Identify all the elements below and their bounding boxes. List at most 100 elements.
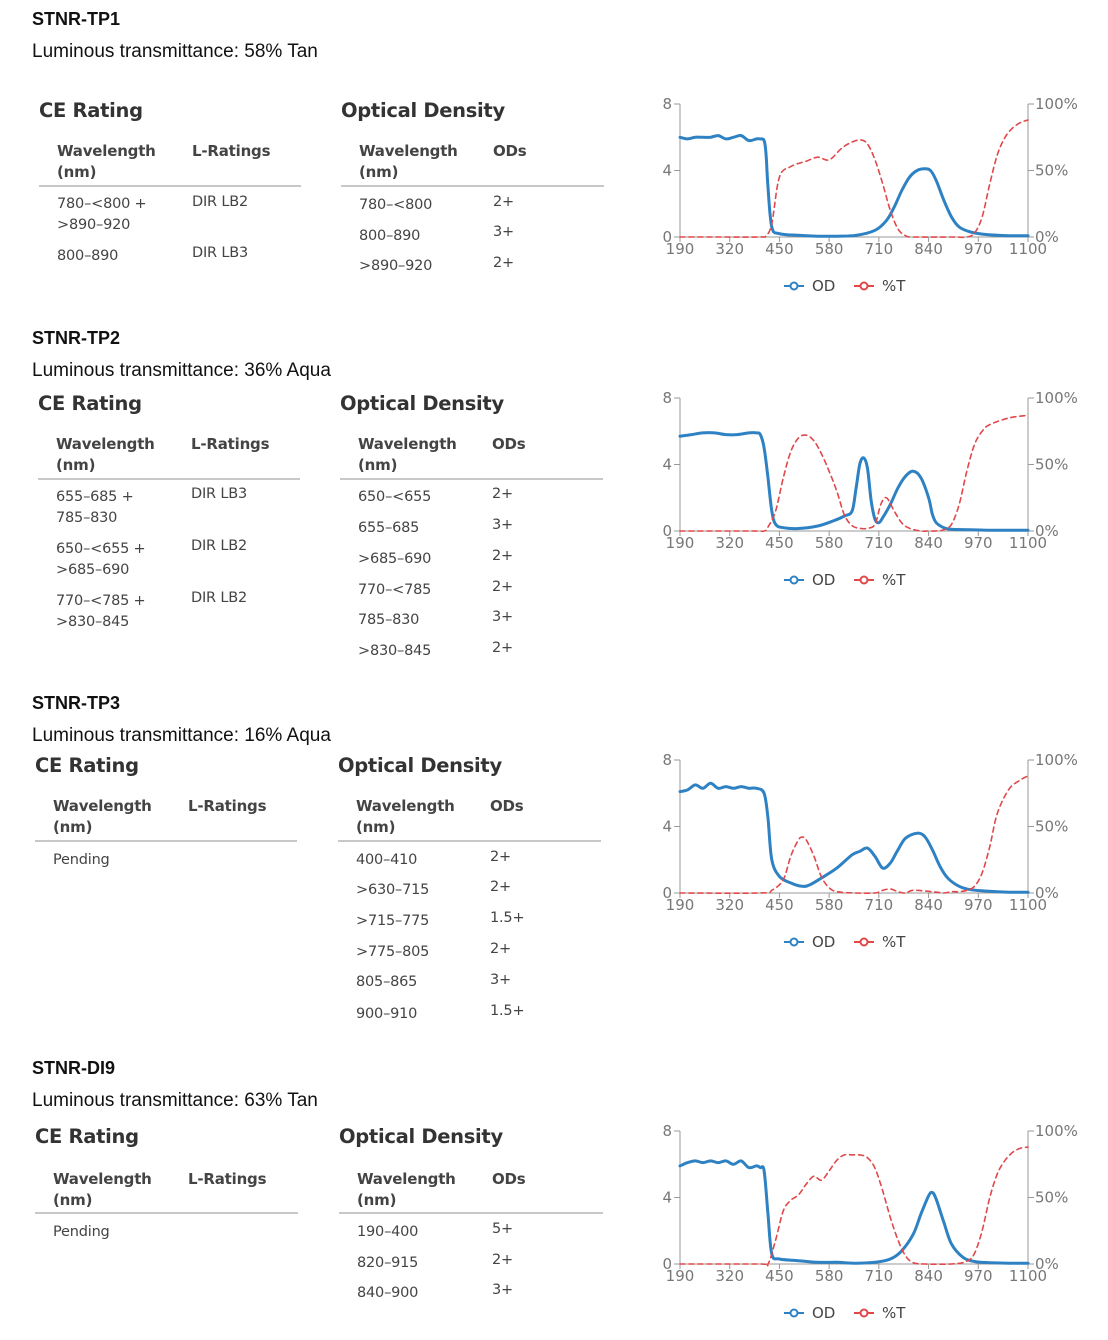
ce-rating-heading: CE Rating: [35, 754, 139, 777]
ce-row-wavelength: Pending: [53, 852, 110, 868]
od-row-value: 3+: [490, 972, 511, 988]
left-tick-label: 0: [662, 884, 672, 902]
x-tick-label: 840: [914, 896, 943, 914]
od-wavelength-column-header: Wavelength (nm): [356, 797, 455, 836]
ce-rating-heading: CE Rating: [39, 99, 143, 122]
od-wavelength-column-header: Wavelength (nm): [359, 142, 458, 181]
od-row-value: 2+: [490, 941, 511, 957]
od-row-wavelength: 780–<800: [359, 197, 433, 213]
x-tick-label: 580: [815, 240, 844, 258]
od-row-value: 5+: [492, 1221, 513, 1237]
legend-item-od: OD: [784, 1304, 835, 1322]
legend-item-od: OD: [784, 277, 835, 295]
legend-marker: [789, 281, 799, 291]
od-row-value: 2+: [490, 879, 511, 895]
od-row-wavelength: 785–830: [358, 612, 420, 628]
x-tick-label: 710: [865, 896, 894, 914]
ce-row-rating: DIR LB3: [192, 245, 248, 261]
x-tick-label: 840: [914, 240, 943, 258]
legend-marker: [859, 281, 869, 291]
od-row-value: 2+: [492, 640, 513, 656]
ce-table-divider: [35, 840, 297, 842]
x-tick-label: 450: [765, 896, 794, 914]
od-row-wavelength: >715–775: [356, 913, 430, 929]
od-row-wavelength: 400–410: [356, 852, 418, 868]
x-tick-label: 580: [815, 534, 844, 552]
spectrum-chart: 0 4 8 0% 50% 100% 190 320 450 580 710 840 970 1100 OD%…: [662, 1122, 1078, 1322]
legend-item-transmittance: %T: [854, 277, 906, 295]
legend-label: OD: [812, 1304, 835, 1322]
product-section-stnr-tp2: STNR-TP2 Luminous transmittance: 36% Aqu…: [32, 328, 1078, 659]
right-tick-label: 100%: [1035, 389, 1078, 407]
left-tick-label: 4: [662, 1189, 672, 1207]
luminous-transmittance: Luminous transmittance: 58% Tan: [32, 41, 318, 62]
od-series-line: [678, 781, 1030, 894]
legend-label: %T: [882, 277, 906, 295]
right-tick-label: 100%: [1035, 1122, 1078, 1140]
od-row-value: 3+: [492, 517, 513, 533]
od-ods-column-header: ODs: [490, 797, 524, 815]
od-row-value: 2+: [492, 1252, 513, 1268]
luminous-transmittance: Luminous transmittance: 16% Aqua: [32, 725, 331, 746]
legend-item-od: OD: [784, 571, 835, 589]
x-tick-label: 1100: [1009, 240, 1047, 258]
right-tick-label: 100%: [1035, 751, 1078, 769]
ce-rating-heading: CE Rating: [38, 392, 142, 415]
legend-label: OD: [812, 571, 835, 589]
od-row-value: 2+: [490, 849, 511, 865]
right-tick-label: 50%: [1035, 818, 1068, 836]
optical-density-heading: Optical Density: [339, 1125, 503, 1148]
od-row-wavelength: >630–715: [356, 882, 430, 898]
od-row-wavelength: 805–865: [356, 974, 418, 990]
od-row-value: 2+: [492, 548, 513, 564]
ce-row-wavelength: 650–<655 + >685–690: [56, 541, 146, 578]
ce-table-divider: [39, 185, 301, 187]
right-tick-label: 0%: [1035, 1255, 1059, 1273]
od-series-line: [678, 431, 1030, 532]
x-tick-label: 580: [815, 896, 844, 914]
legend-marker: [789, 1308, 799, 1318]
od-table-divider: [341, 185, 604, 187]
od-row-value: 1.5+: [490, 1003, 525, 1019]
x-tick-label: 970: [964, 896, 993, 914]
legend-label: OD: [812, 933, 835, 951]
ce-row-wavelength: 770–<785 + >830–845: [56, 593, 146, 630]
x-tick-label: 320: [715, 1267, 744, 1285]
left-tick-label: 0: [662, 228, 672, 246]
left-tick-label: 4: [662, 162, 672, 180]
spectrum-chart: 0 4 8 0% 50% 100% 190 320 450 580 710 840 970 1100 OD%…: [662, 751, 1078, 951]
x-tick-label: 840: [914, 534, 943, 552]
ce-wavelength-column-header: Wavelength (nm): [53, 797, 152, 836]
x-tick-label: 710: [865, 1267, 894, 1285]
transmittance-series-line: [679, 775, 1029, 895]
transmittance-series-line: [679, 1146, 1029, 1267]
ce-row-wavelength: 655–685 + 785–830: [56, 489, 134, 526]
legend-item-transmittance: %T: [854, 571, 906, 589]
x-tick-label: 450: [765, 534, 794, 552]
ce-row-rating: DIR LB3: [191, 486, 247, 502]
x-tick-label: 710: [865, 240, 894, 258]
x-tick-label: 320: [715, 240, 744, 258]
ce-wavelength-column-header: Wavelength (nm): [57, 142, 156, 181]
luminous-transmittance: Luminous transmittance: 63% Tan: [32, 1090, 318, 1111]
legend-label: %T: [882, 1304, 906, 1322]
od-row-value: 1.5+: [490, 910, 525, 926]
product-title: STNR-TP3: [32, 693, 121, 713]
spectrum-chart: 0 4 8 0% 50% 100% 190 320 450 580 710 840 970 1100 OD%…: [662, 389, 1078, 589]
od-row-value: 3+: [492, 609, 513, 625]
left-tick-label: 8: [662, 389, 672, 407]
ce-table-divider: [35, 1212, 298, 1214]
ce-lratings-column-header: L-Ratings: [188, 797, 267, 815]
legend-marker: [789, 575, 799, 585]
x-tick-label: 580: [815, 1267, 844, 1285]
x-tick-label: 320: [715, 896, 744, 914]
ce-lratings-column-header: L-Ratings: [192, 142, 271, 160]
od-ods-column-header: ODs: [493, 142, 527, 160]
od-series-line: [678, 133, 1030, 238]
od-row-value: 3+: [493, 224, 514, 240]
right-tick-label: 0%: [1035, 228, 1059, 246]
x-tick-label: 1100: [1009, 896, 1047, 914]
product-section-stnr-tp3: STNR-TP3 Luminous transmittance: 16% Aqu…: [32, 693, 1078, 1022]
legend-marker: [859, 937, 869, 947]
